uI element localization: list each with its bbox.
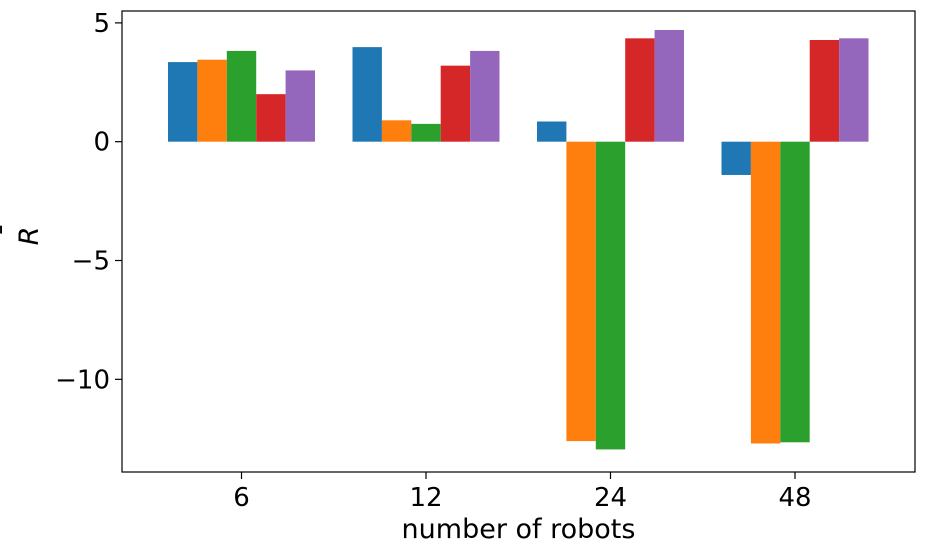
x-axis: 6 12 24 48 [233,472,812,513]
bar-24-series-5 [654,30,684,142]
y-tick-label: 5 [93,9,110,39]
bar-6-series-2 [197,59,227,142]
y-axis-label-text: R [14,227,45,246]
y-axis-label: R ¯ [0,225,45,246]
bar-6-series-5 [285,70,315,142]
bar-6-series-4 [256,94,286,142]
bar-48-series-1 [721,141,751,175]
bar-24-series-4 [625,38,655,142]
bar-6-series-1 [168,62,198,142]
bar-12-series-5 [470,50,500,142]
bar-12-series-2 [381,120,412,142]
bar-48-series-3 [780,141,810,443]
plot-frame [121,10,916,473]
bar-6-series-3 [226,50,257,142]
bars-layer [168,30,869,450]
y-axis-label-accent: ¯ [0,225,27,239]
y-tick-label: −10 [55,365,110,395]
bar-48-series-2 [750,141,781,444]
x-tick-label: 48 [778,483,811,513]
y-axis: 5 0 −5 −10 [55,9,122,395]
bar-24-series-2 [566,141,596,442]
x-tick-label: 12 [409,483,442,513]
x-axis-label: number of robots [402,514,636,543]
x-tick-label: 24 [594,483,627,513]
bar-12-series-4 [440,65,471,142]
bar-48-series-5 [839,38,869,142]
y-tick-label: −5 [72,247,110,277]
y-tick-label: 0 [93,128,110,158]
bar-24-series-3 [595,141,626,450]
bar-12-series-3 [411,123,441,142]
bar-48-series-4 [809,39,840,142]
bar-12-series-1 [352,47,382,142]
bar-24-series-1 [537,121,567,142]
x-tick-label: 6 [233,483,250,513]
